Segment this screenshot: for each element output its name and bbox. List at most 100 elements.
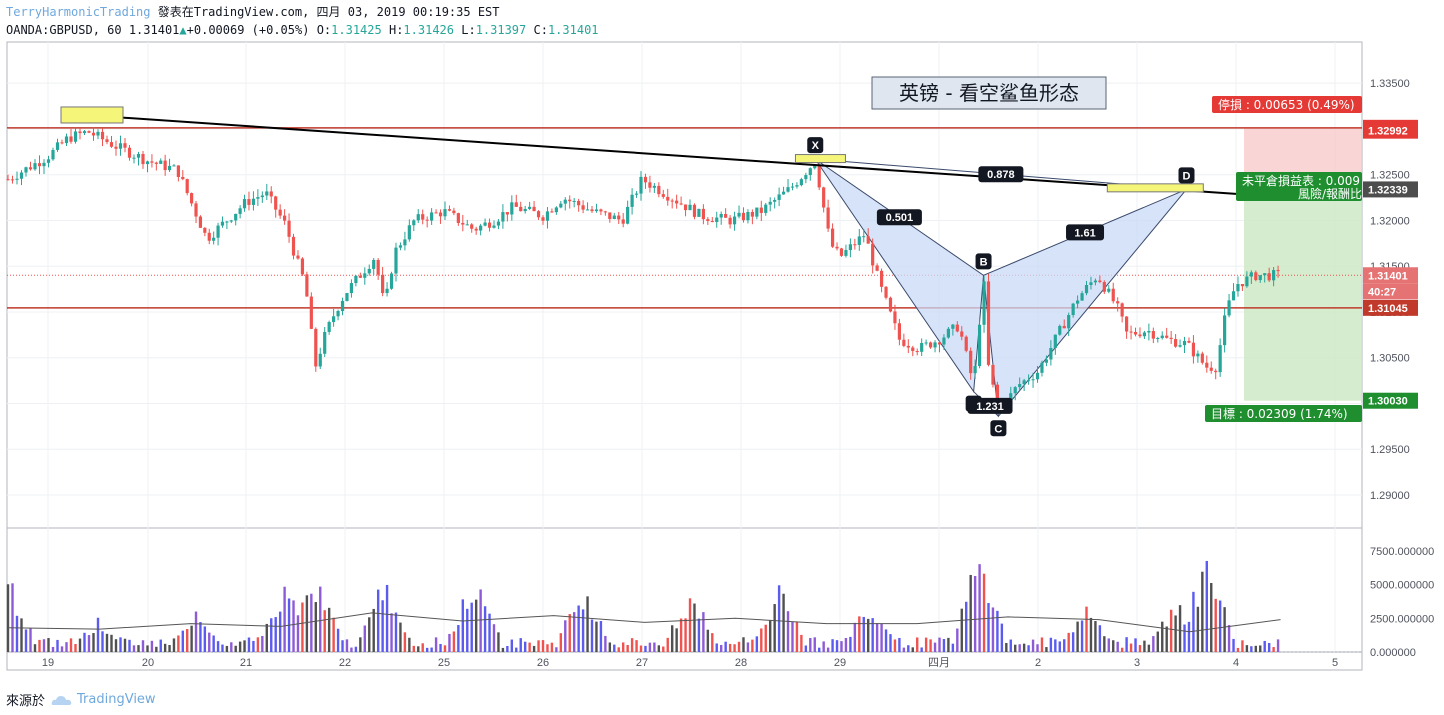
candle — [1191, 342, 1196, 357]
candle — [479, 225, 483, 231]
volume-bar — [1178, 605, 1182, 652]
candle — [37, 163, 42, 167]
volume-bar — [421, 643, 424, 652]
candle — [24, 167, 28, 173]
candle — [438, 212, 443, 217]
volume-bar — [150, 640, 154, 652]
candle — [492, 225, 496, 228]
candle — [879, 270, 884, 287]
symbol-header: OANDA:GBPUSD, 60 1.31401▲+0.00069 (+0.05… — [6, 23, 599, 38]
volume-bar — [212, 635, 215, 652]
volume-bar — [78, 638, 82, 652]
candle — [394, 247, 398, 274]
candle — [1276, 270, 1280, 272]
volume-bar — [670, 625, 674, 652]
candle — [421, 214, 425, 220]
candle — [501, 212, 505, 222]
volume-bar — [186, 629, 189, 652]
candle — [323, 331, 327, 354]
ratio-badge — [978, 166, 1024, 183]
x-tick-label: 26 — [537, 657, 549, 669]
candle — [1058, 325, 1062, 335]
volume-bar — [956, 628, 959, 652]
candle — [781, 191, 786, 195]
candle — [951, 324, 955, 329]
candle — [670, 200, 674, 202]
candle — [683, 204, 688, 211]
target-label-bg — [1205, 405, 1362, 422]
volume-bar — [929, 639, 932, 652]
volume-bar — [916, 637, 919, 652]
volume-bar — [216, 641, 220, 652]
candle — [706, 219, 710, 222]
volume-bar — [1054, 639, 1057, 652]
candle — [577, 200, 581, 206]
candle — [1107, 288, 1111, 292]
volume-bar — [523, 641, 527, 652]
author-link[interactable]: TerryHarmonicTrading — [6, 5, 151, 19]
volume-bar — [403, 632, 407, 652]
ratio-label: 0.878 — [987, 169, 1015, 181]
candle — [291, 236, 296, 256]
volume-bar — [1174, 615, 1177, 652]
volume-bar — [278, 611, 282, 652]
volume-bar — [1276, 639, 1280, 652]
volume-bar — [1125, 637, 1128, 652]
price-chart[interactable]: 1.335001.330001.325001.320001.315001.310… — [0, 0, 1444, 690]
candle — [265, 191, 269, 196]
candle — [1200, 353, 1204, 363]
candle — [105, 139, 109, 143]
candle — [862, 236, 866, 238]
candle — [172, 165, 176, 167]
volume-bar — [969, 574, 972, 652]
candle — [528, 206, 532, 209]
candle — [225, 221, 229, 223]
candle — [1160, 335, 1164, 339]
volume-bar — [51, 646, 55, 652]
volume-bar — [1009, 639, 1012, 652]
candle — [345, 293, 349, 301]
candle — [1258, 275, 1262, 281]
volume-bar — [991, 607, 995, 652]
candle — [376, 259, 380, 275]
candle — [33, 163, 37, 170]
candle — [1084, 285, 1089, 294]
volume-bar — [439, 643, 442, 652]
volume-bar — [172, 638, 176, 652]
volume-bar — [684, 618, 687, 652]
candle — [260, 195, 264, 198]
volume-bar — [461, 599, 465, 652]
volume-bar — [38, 639, 41, 652]
tradingview-logo[interactable]: TradingView — [51, 692, 156, 707]
volume-bar — [1143, 640, 1146, 652]
candle — [911, 347, 915, 352]
price-tag: 40:27 — [1368, 286, 1396, 298]
volume-bar — [920, 647, 923, 652]
candle — [692, 204, 697, 217]
volume-bar — [96, 617, 100, 652]
stop-label: 停損 : 0.00653 (0.49%) — [1218, 97, 1355, 112]
candle — [795, 185, 799, 187]
price-tag-bg — [1363, 181, 1418, 198]
volume-bar — [621, 642, 625, 652]
volume-bar — [238, 641, 242, 652]
candle — [1049, 347, 1053, 360]
volume-bar — [822, 641, 825, 652]
volume-bar — [1058, 641, 1061, 652]
candle — [835, 246, 839, 249]
volume-bar — [141, 640, 145, 652]
volume-bar — [376, 589, 380, 652]
candle — [1182, 340, 1187, 346]
volume-bar — [666, 637, 669, 652]
candle — [363, 273, 367, 278]
open-value: 1.31425 — [331, 23, 382, 37]
volume-bar — [755, 636, 759, 652]
x-tick-label: 21 — [240, 657, 252, 669]
volume-bar — [804, 645, 808, 652]
candle — [403, 239, 407, 246]
volume-bar — [898, 637, 901, 652]
candle — [145, 161, 150, 165]
volume-bar — [252, 640, 255, 652]
volume-bar — [849, 636, 852, 652]
volume-bar — [474, 599, 478, 652]
